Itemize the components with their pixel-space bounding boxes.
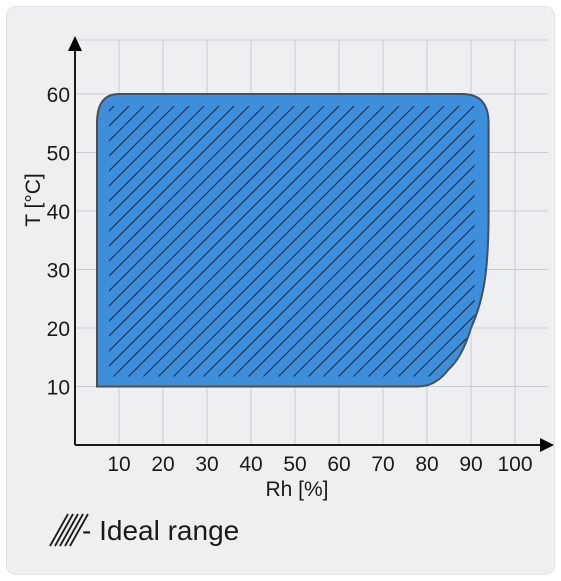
hatch-swatch-line	[69, 513, 89, 547]
x-axis-title: Rh [%]	[265, 478, 328, 501]
hatch-line	[109, 106, 416, 377]
ideal-range-fill	[97, 94, 489, 387]
y-axis-title: T [°C]	[22, 173, 45, 227]
hatch-line	[109, 106, 281, 377]
x-tick-label: 40	[239, 453, 262, 476]
hatch-line	[224, 106, 475, 377]
ideal-range-region	[96, 60, 561, 460]
hatch-line	[525, 60, 561, 460]
hatch-line	[119, 106, 475, 377]
ideal-range-outline	[96, 93, 490, 388]
hatch-line	[109, 106, 475, 377]
hatch-line	[109, 106, 251, 377]
hatch-swatch-icon	[49, 513, 89, 547]
hatch-swatch-line	[54, 513, 74, 547]
y-tick-labels: 10 20 30 40 50 60	[47, 84, 70, 400]
hatch-line	[109, 106, 401, 377]
hatch-line	[109, 106, 475, 377]
hatch-line	[179, 106, 475, 377]
y-tick-label: 40	[47, 201, 70, 224]
x-tick-label: 70	[371, 453, 394, 476]
hatch-line	[109, 106, 221, 377]
hatch-swatch-line	[64, 513, 84, 547]
axes	[68, 36, 554, 452]
y-tick-label: 50	[47, 143, 70, 166]
hatch-line	[109, 106, 311, 377]
x-tick-label: 100	[497, 453, 532, 476]
hatch-swatch-line	[59, 513, 79, 547]
hatch-line	[109, 106, 341, 377]
hatch-line	[109, 106, 326, 377]
x-tick-label: 20	[151, 453, 174, 476]
y-tick-label: 30	[47, 260, 70, 283]
hatch-line	[555, 60, 561, 460]
hatch-line	[109, 106, 191, 377]
ideal-range-hatch	[109, 60, 561, 460]
x-tick-labels: 10 20 30 40 50 60 70 80 90 100	[107, 453, 532, 476]
hatch-line	[194, 106, 475, 377]
hatch-line	[134, 106, 475, 377]
hatch-line	[164, 106, 475, 377]
hatch-line	[109, 106, 386, 377]
hatch-line	[480, 60, 561, 460]
hatch-line	[269, 106, 475, 377]
x-tick-label: 60	[327, 453, 350, 476]
hatch-line	[540, 60, 561, 460]
hatch-line	[109, 106, 206, 377]
hatch-line	[109, 106, 356, 377]
hatch-line	[109, 106, 371, 377]
x-tick-label: 50	[283, 453, 306, 476]
x-tick-label: 30	[195, 453, 218, 476]
hatch-line	[209, 106, 475, 377]
hatch-line	[109, 106, 475, 377]
hatch-swatch-line	[49, 513, 69, 547]
hatch-line	[109, 106, 236, 377]
hatch-line	[109, 106, 446, 377]
hatch-line	[254, 106, 475, 377]
hatch-line	[495, 60, 561, 460]
legend-label: - Ideal range	[82, 515, 239, 546]
hatch-line	[239, 106, 475, 377]
x-tick-label: 10	[107, 453, 130, 476]
y-tick-label: 20	[47, 318, 70, 341]
x-tick-label: 90	[459, 453, 482, 476]
hatch-line	[109, 106, 266, 377]
y-tick-label: 10	[47, 377, 70, 400]
y-axis-arrow-icon	[68, 36, 82, 51]
legend: - Ideal range	[49, 513, 239, 547]
hatch-line	[510, 60, 561, 460]
hatch-line	[149, 106, 475, 377]
hatch-line	[109, 106, 461, 377]
hatch-line	[109, 106, 431, 377]
hatch-line	[109, 106, 296, 377]
y-tick-label: 60	[47, 84, 70, 107]
x-tick-label: 80	[415, 453, 438, 476]
x-axis-arrow-icon	[540, 438, 554, 452]
